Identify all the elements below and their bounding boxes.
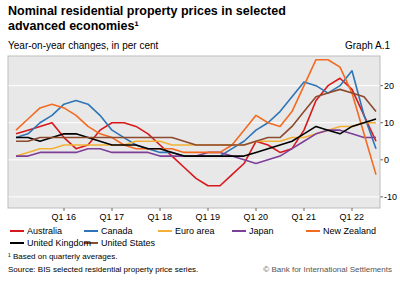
x-tick	[64, 208, 65, 211]
series-line	[16, 78, 376, 186]
chart-root: Nominal residential property prices in s…	[0, 0, 400, 286]
footnote: ¹ Based on quarterly averages.	[8, 252, 117, 262]
series-group	[16, 60, 376, 186]
x-tick	[304, 208, 305, 211]
x-tick-label: Q1 21	[292, 211, 317, 223]
legend-label: Euro area	[175, 225, 215, 237]
graph-label: Graph A.1	[345, 40, 390, 51]
legend-label: New Zealand	[323, 225, 376, 237]
series-line	[16, 71, 376, 156]
plot-frame	[8, 56, 380, 208]
y-tick-label: -10	[384, 191, 397, 203]
legend-label: United States	[101, 237, 155, 249]
series-line	[16, 60, 376, 175]
y-tick-label: 20	[384, 80, 394, 92]
series-line	[16, 130, 376, 163]
copyright: © Bank for International Settlements	[263, 265, 392, 275]
legend-label: Canada	[101, 225, 133, 237]
x-tick	[208, 208, 209, 211]
x-tick-label: Q1 20	[244, 211, 269, 223]
series-line	[16, 89, 376, 145]
grid-line	[8, 122, 380, 123]
grid-line	[8, 159, 380, 160]
y-tick-label: 0	[384, 154, 389, 166]
source: Source: BIS selected residential propert…	[8, 265, 198, 275]
x-tick	[160, 208, 161, 211]
subtitle: Year-on-year changes, in per cent	[8, 40, 158, 51]
legend-label: Japan	[249, 225, 274, 237]
title: Nominal residential property prices in s…	[8, 4, 308, 34]
x-tick-label: Q1 22	[340, 211, 365, 223]
x-tick	[112, 208, 113, 211]
legend-label: Australia	[27, 225, 62, 237]
x-tick	[352, 208, 353, 211]
x-tick-label: Q1 17	[100, 211, 125, 223]
grid-line	[8, 196, 380, 197]
legend-label: United Kingdom	[27, 237, 91, 249]
legend-swatch	[232, 230, 246, 232]
plot-background	[8, 56, 380, 208]
legend-swatch	[84, 230, 98, 232]
x-tick-label: Q1 19	[196, 211, 221, 223]
legend-swatch	[306, 230, 320, 232]
x-tick-label: Q1 16	[52, 211, 77, 223]
x-tick	[256, 208, 257, 211]
y-tick-label: 10	[384, 117, 394, 129]
x-tick-label: Q1 18	[148, 211, 173, 223]
grid-line	[8, 85, 380, 86]
legend-swatch	[10, 242, 24, 244]
legend-swatch	[158, 230, 172, 232]
legend-swatch	[10, 230, 24, 232]
